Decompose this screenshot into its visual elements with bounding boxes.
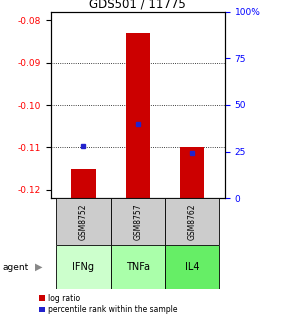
Bar: [126, 33, 150, 198]
Text: IFNg: IFNg: [72, 262, 94, 272]
Text: GSM8752: GSM8752: [79, 204, 88, 240]
Legend: log ratio, percentile rank within the sample: log ratio, percentile rank within the sa…: [39, 294, 177, 314]
Text: agent: agent: [3, 263, 29, 271]
Bar: [56, 245, 110, 289]
Text: GSM8762: GSM8762: [188, 204, 197, 240]
Bar: [165, 245, 219, 289]
Text: GSM8757: GSM8757: [133, 203, 142, 240]
Bar: [56, 198, 110, 245]
Text: ▶: ▶: [35, 262, 42, 272]
Bar: [165, 198, 219, 245]
Bar: [110, 198, 165, 245]
Text: IL4: IL4: [185, 262, 200, 272]
Bar: [110, 245, 165, 289]
Bar: [71, 169, 96, 198]
Text: TNFa: TNFa: [126, 262, 150, 272]
Bar: [180, 148, 204, 198]
Title: GDS501 / 11775: GDS501 / 11775: [89, 0, 186, 11]
